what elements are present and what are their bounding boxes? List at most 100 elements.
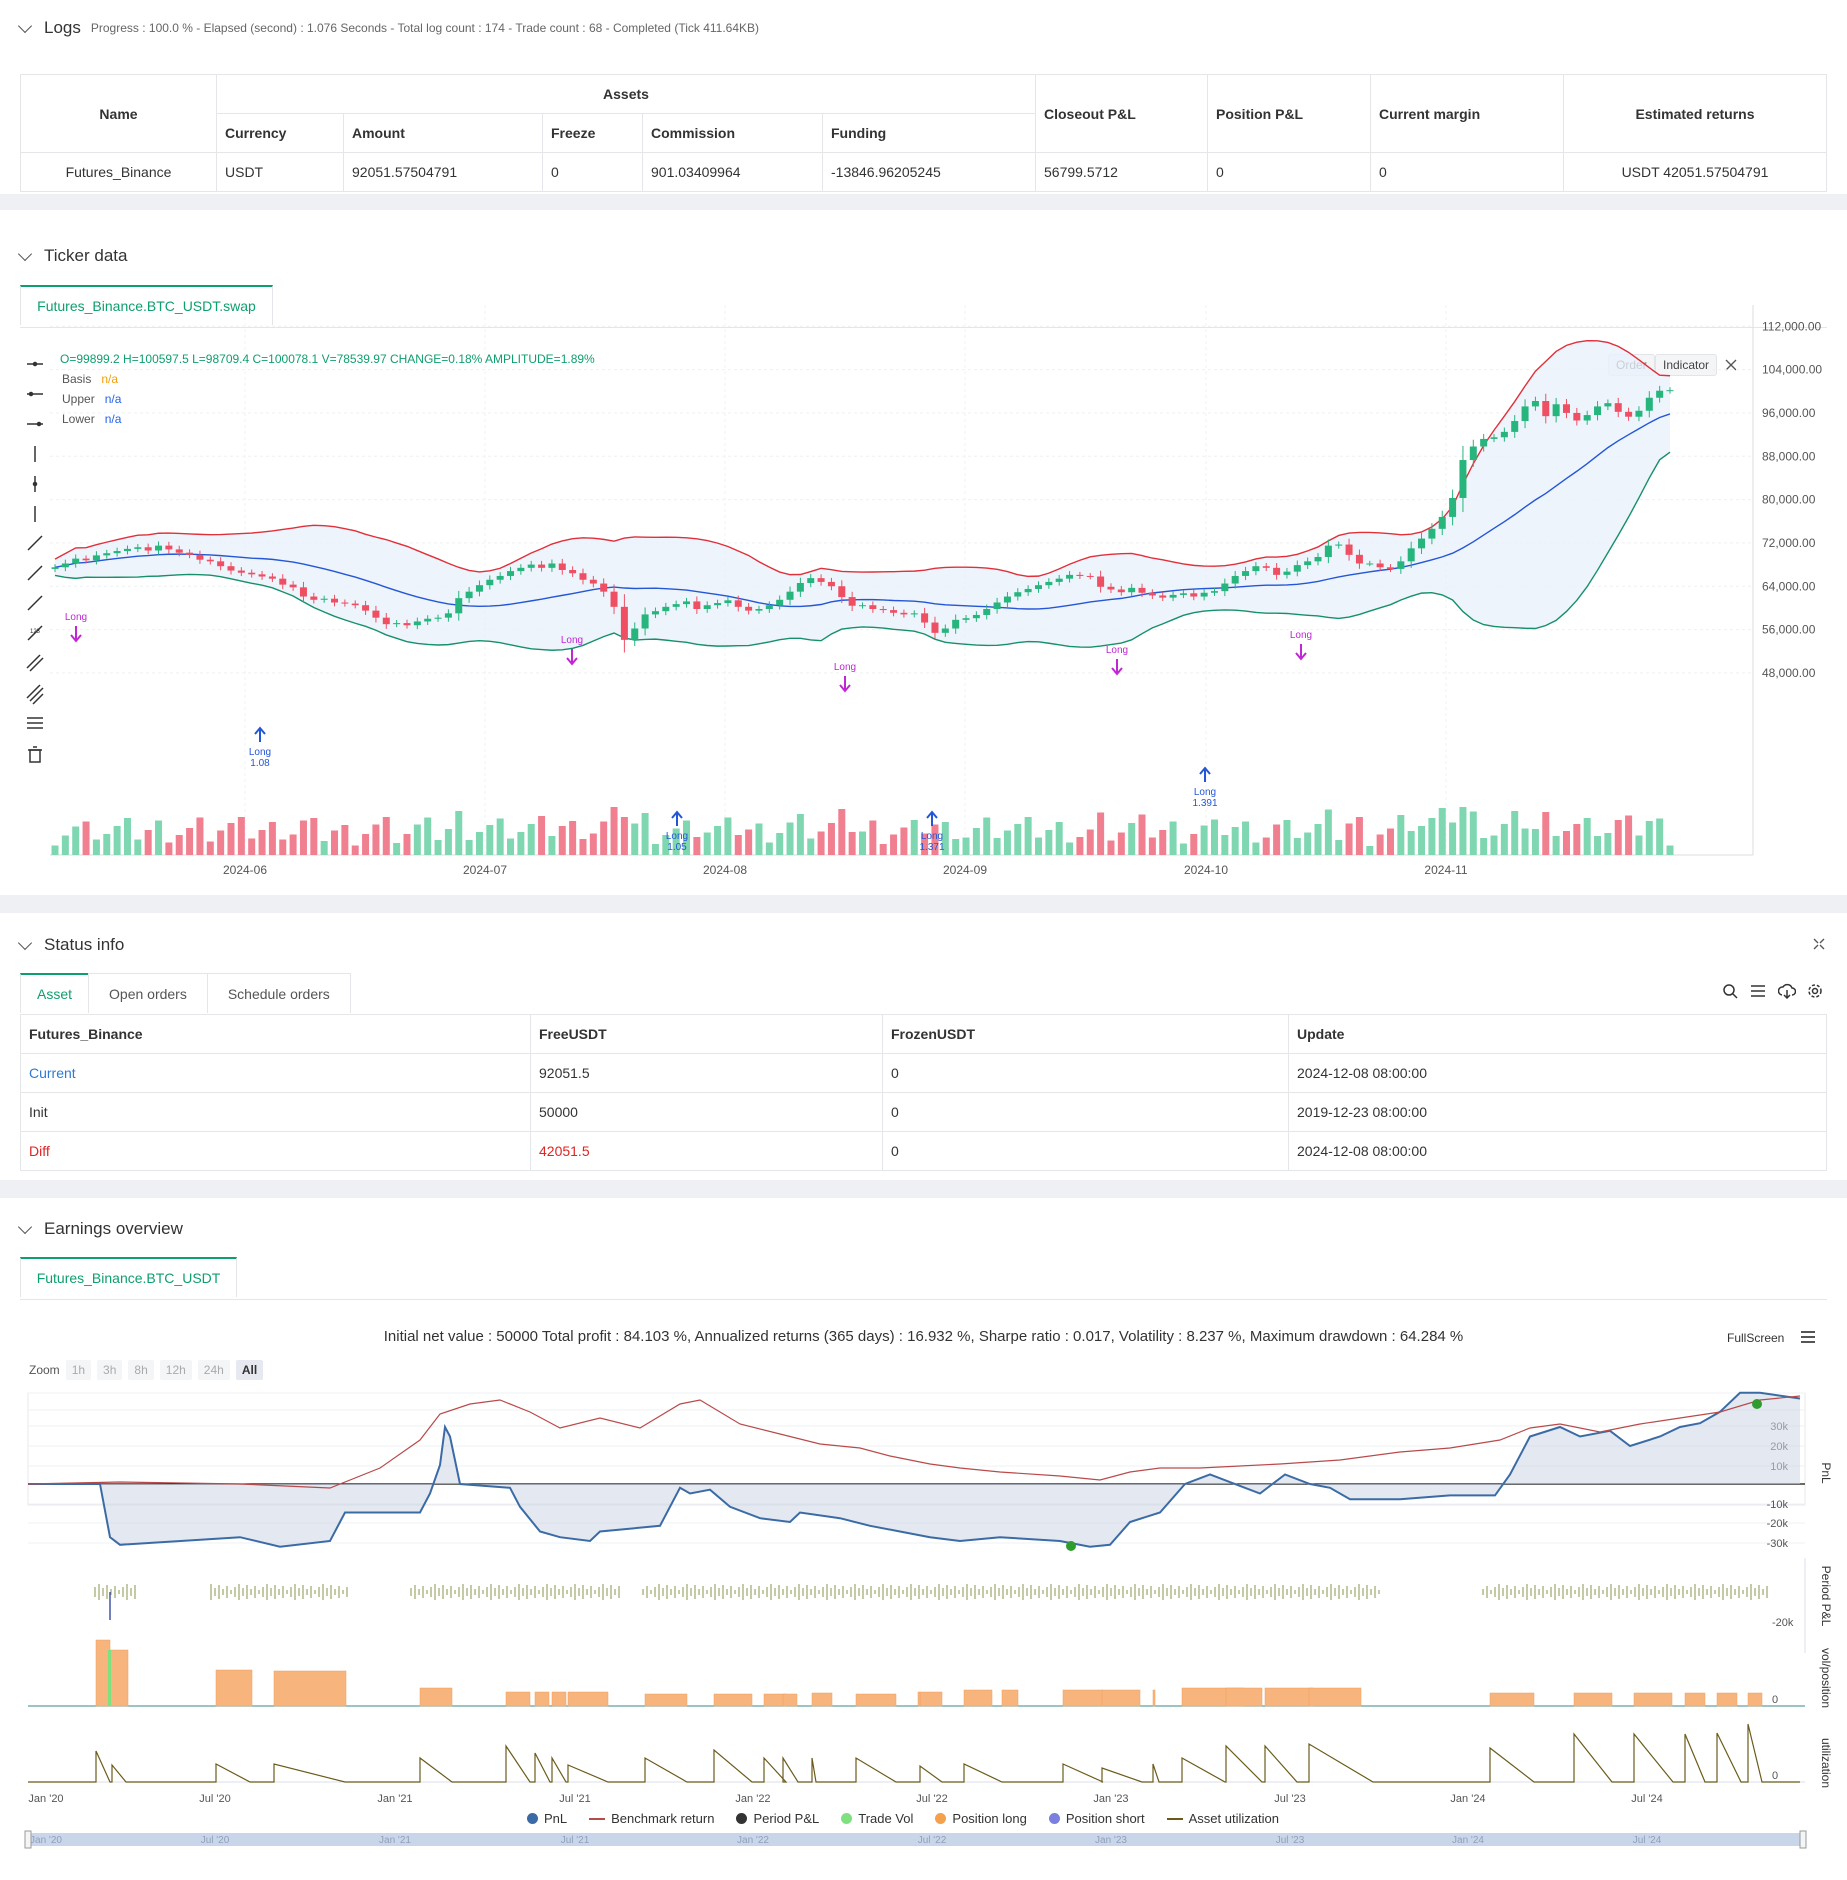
trade-signal-marker[interactable]: Long [561,635,583,666]
navigator-handle-right[interactable] [1799,1830,1807,1849]
logs-header[interactable]: Logs Progress : 100.0 % - Elapsed (secon… [17,18,759,38]
legend-trade-vol[interactable]: Trade Vol [841,1811,913,1826]
volume-bar [496,818,504,855]
ticker-title: Ticker data [44,246,128,265]
indicator-button[interactable]: Indicator [1655,354,1718,376]
legend-asset-util[interactable]: Asset utilization [1166,1811,1279,1826]
ticker-header[interactable]: Ticker data [17,246,128,266]
candle-body [393,623,401,625]
volume-bar [900,827,908,855]
price-label-icon[interactable]: 123 [27,625,43,641]
trash-icon[interactable] [28,746,42,763]
parallel-channel-icon[interactable] [26,654,44,672]
fib-retracement-icon[interactable] [27,717,43,729]
zoom-1h[interactable]: 1h [65,1360,92,1380]
fullscreen-button[interactable]: FullScreen [1727,1331,1785,1345]
candle-body [1625,411,1633,417]
expand-icon[interactable] [1724,358,1738,372]
volume-bar [1583,818,1591,855]
vertical-segment-icon[interactable] [32,476,38,492]
x-tick-label: Jul '24 [1631,1793,1662,1805]
legend-position-short[interactable]: Position short [1048,1811,1145,1826]
signal-label: Long [834,662,856,673]
col-amount: Amount [343,113,543,153]
tab-schedule-orders[interactable]: Schedule orders [206,973,351,1013]
volume-bar [279,839,287,855]
navigator-tick-label: Jan '23 [1095,1835,1127,1846]
horizontal-ray-icon[interactable] [27,391,43,397]
fib-channel-icon[interactable] [26,684,44,705]
position-long-bar [215,1669,253,1707]
volume-bar [1210,819,1218,855]
row-init-free: 50000 [530,1092,883,1132]
legend-benchmark[interactable]: Benchmark return [589,1811,714,1826]
row-current-name[interactable]: Current [20,1053,531,1093]
zoom-24h[interactable]: 24h [197,1360,230,1380]
tab-asset[interactable]: Asset [20,973,90,1013]
candle-body [631,628,639,640]
collapse-icon[interactable] [1812,937,1826,951]
tab-earnings-symbol[interactable]: Futures_Binance.BTC_USDT [20,1257,237,1297]
table-row: Futures_Binance USDT 92051.57504791 0 90… [20,152,1827,192]
candle-body [1531,401,1539,407]
gear-icon[interactable] [1807,983,1823,999]
candle-body [1273,567,1281,575]
legend-period-pnl[interactable]: Period P&L [736,1811,819,1826]
tab-open-orders[interactable]: Open orders [88,973,208,1013]
trend-ray-icon[interactable] [27,565,43,581]
navigator-tick-label: Jul '22 [918,1835,947,1846]
candle-body [1428,528,1436,539]
zoom-all[interactable]: All [235,1360,264,1380]
chevron-down-icon[interactable] [17,935,33,950]
signal-label: Long [921,831,943,842]
utilization-line [28,1723,1800,1783]
legend-position-long[interactable]: Position long [935,1811,1027,1826]
trade-signal-marker[interactable]: Long [1106,645,1128,676]
status-header[interactable]: Status info [17,935,124,955]
volume-bar [51,845,59,855]
candle-body [1179,593,1187,595]
horizontal-line-icon[interactable] [27,361,43,367]
zoom-8h[interactable]: 8h [128,1360,154,1380]
menu-icon[interactable] [1800,1329,1816,1345]
horizontal-segment-icon[interactable] [27,421,43,427]
volume-bar [931,824,939,855]
position-long-bar [917,1691,921,1707]
chevron-down-icon[interactable] [17,18,33,33]
volume-bar [1397,815,1405,855]
signal-label: Long [666,831,688,842]
cloud-download-icon[interactable] [1778,983,1796,999]
trade-signal-marker[interactable]: Long [65,612,87,643]
volume-bar [1273,824,1281,855]
position-long-bar [1152,1689,1156,1707]
zoom-selector: Zoom 1h 3h 8h 12h 24h All [29,1360,264,1380]
trade-signal-marker[interactable]: Long [834,662,856,693]
candle-body [1252,566,1260,572]
trade-signal-marker[interactable]: Long [1290,630,1312,661]
legend-pnl[interactable]: PnL [527,1811,567,1826]
tab-ticker-symbol[interactable]: Futures_Binance.BTC_USDT.swap [20,285,273,325]
search-icon[interactable] [1722,983,1738,999]
volume-bar [1179,843,1187,855]
navigator-handle-left[interactable] [24,1830,32,1849]
volume-bar [662,835,670,855]
zoom-3h[interactable]: 3h [97,1360,123,1380]
candle-body [1293,565,1301,572]
candle-body [507,571,515,576]
candle-body [796,583,804,592]
trend-segment-icon[interactable] [27,595,43,611]
earnings-header[interactable]: Earnings overview [17,1219,183,1239]
zoom-12h[interactable]: 12h [159,1360,192,1380]
volume-bar [869,820,877,855]
candlestick-chart[interactable]: 112,000.00 104,000.00 96,000.00 88,000.00 80… [0,210,1847,895]
candle-body [983,609,991,615]
list-icon[interactable] [1750,983,1766,999]
candle-body [186,552,194,555]
trend-line-icon[interactable] [27,535,43,551]
y-tick-label: 56,000.00 [1762,623,1816,637]
